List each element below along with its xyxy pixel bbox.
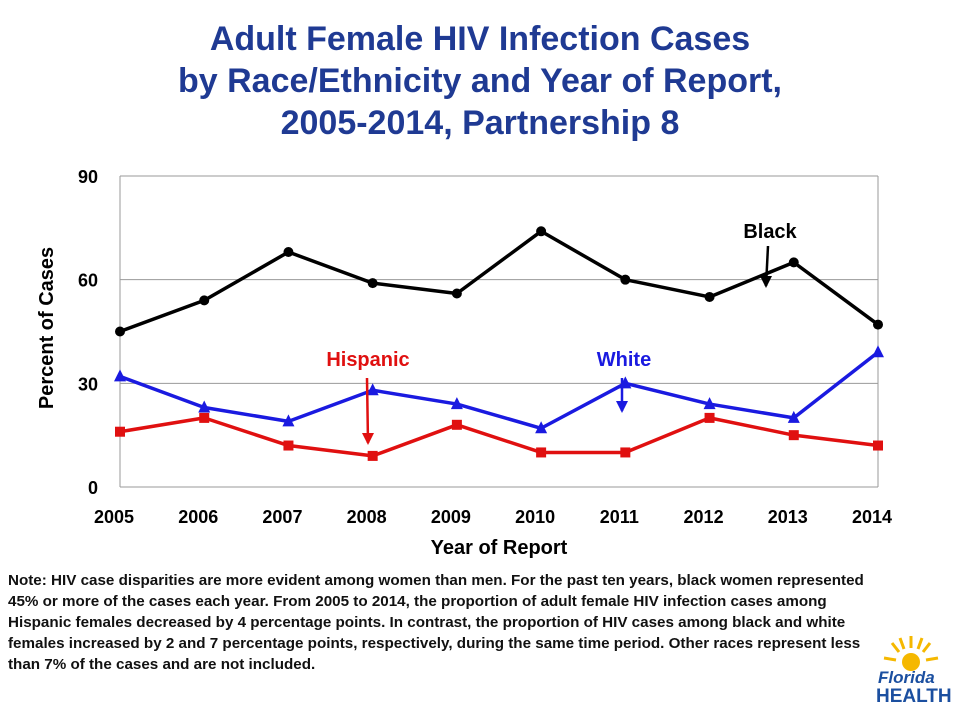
y-axis-label: Percent of Cases [36,247,58,409]
data-point-white [872,345,884,358]
y-tick-label: 0 [88,478,98,498]
y-tick-label: 30 [78,374,98,394]
data-point-black [536,226,547,237]
y-tick-label: 60 [78,271,98,291]
x-tick-label: 2006 [178,507,218,527]
title-line-2: by Race/Ethnicity and Year of Report, [178,62,782,100]
series-line-black [119,229,880,334]
data-point-white [787,410,800,423]
x-tick-label: 2008 [347,507,387,527]
logo-text-florida: Florida [878,668,935,687]
title-line-1: Adult Female HIV Infection Cases [209,20,751,58]
data-point-black [451,288,462,299]
line-chart: 0 30 60 90 2005 2006 2007 2008 2009 2010 2011 2012 2… [36,167,892,559]
data-point-hispanic [115,426,125,437]
data-point-hispanic [199,412,210,423]
annotation-white: White [597,349,651,371]
data-point-black [620,274,631,285]
florida-health-logo [872,632,950,710]
x-tick-label: 2009 [431,507,471,527]
series-line-hispanic [119,416,879,458]
title-line-3: 2005-2014, Partnership 8 [280,104,680,142]
data-point-white [198,400,211,413]
data-point-hispanic [451,419,462,430]
data-point-hispanic [873,440,883,451]
data-point-white [114,369,126,382]
x-tick-label: 2007 [262,507,302,527]
annotation-hispanic: Hispanic [326,349,409,371]
data-point-hispanic [283,440,294,451]
data-point-hispanic [367,450,378,461]
data-point-white [703,397,716,410]
data-point-black [199,295,210,306]
chart-title: Adult Female HIV Infection Cases by Race… [0,18,960,144]
series-line-white [119,350,880,431]
data-point-hispanic [704,412,715,423]
data-point-black [704,291,715,302]
note-text: Note: HIV case disparities are more evid… [8,572,864,673]
x-tick-label: 2011 [600,507,639,527]
data-point-black [873,319,883,330]
x-tick-label: 2012 [684,507,724,527]
data-point-white [450,397,463,410]
data-point-black [115,326,125,337]
data-point-black [367,278,378,289]
data-point-black [283,247,294,258]
arrow-black-head [760,276,772,288]
x-tick-label: 2010 [515,507,555,527]
data-point-hispanic [788,430,799,441]
annotation-black: Black [743,221,797,243]
x-axis-label: Year of Report [431,537,568,559]
data-point-white [535,421,548,434]
data-point-white [366,383,379,396]
x-tick-label: 2014 [852,507,892,527]
x-tick-label: 2005 [94,507,134,527]
arrow-hispanic [365,377,370,444]
data-point-white [282,414,295,427]
data-point-black [788,257,799,268]
data-point-hispanic [536,447,547,458]
y-tick-label: 90 [78,167,98,187]
arrow-white-head [616,401,628,413]
data-point-hispanic [620,447,631,458]
logo-text-health: HEALTH [876,686,952,707]
x-tick-label: 2013 [768,507,808,527]
arrow-hispanic-head [362,433,374,445]
